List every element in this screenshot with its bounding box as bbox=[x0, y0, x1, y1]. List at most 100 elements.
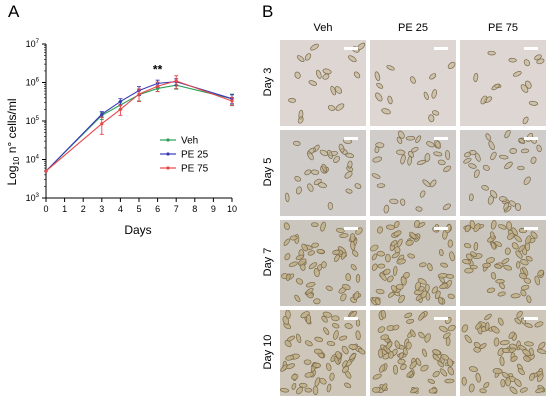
cell-shape bbox=[313, 267, 320, 278]
cell-shape bbox=[313, 178, 322, 186]
row-header: Day 5 bbox=[262, 157, 274, 187]
cell-shape bbox=[414, 281, 421, 291]
cell-shape bbox=[434, 139, 441, 149]
cell-shape bbox=[371, 173, 381, 179]
cell-shape bbox=[418, 331, 425, 339]
cell-shape bbox=[342, 283, 351, 291]
cell-shape bbox=[375, 142, 385, 149]
cell-shape bbox=[398, 294, 405, 304]
cell-shape bbox=[523, 277, 532, 284]
row-header: Day 10 bbox=[262, 334, 274, 370]
cell-shape bbox=[497, 317, 504, 326]
cell-shape bbox=[518, 138, 526, 144]
cell-shape bbox=[530, 231, 538, 239]
cell-shape bbox=[442, 203, 451, 211]
cell-shape bbox=[514, 235, 522, 243]
significance-marker: ** bbox=[153, 63, 163, 77]
cell-shape bbox=[438, 249, 444, 257]
x-tick-label: 9 bbox=[211, 204, 216, 214]
cell-shape bbox=[375, 288, 385, 295]
cell-shape bbox=[419, 262, 427, 268]
cell-shape bbox=[314, 336, 324, 343]
cell-shape bbox=[374, 71, 381, 82]
cell-shape bbox=[428, 114, 435, 123]
cell-shape bbox=[483, 381, 490, 389]
scale-bar bbox=[434, 47, 448, 50]
cell-shape bbox=[415, 206, 423, 212]
column-header: PE 75 bbox=[488, 22, 518, 34]
cell-shape bbox=[313, 348, 323, 355]
cell-shape bbox=[480, 95, 488, 105]
cell-shape bbox=[285, 355, 295, 361]
micrograph-image bbox=[370, 40, 456, 126]
cell-shape bbox=[327, 149, 333, 160]
cell-shape bbox=[536, 348, 546, 355]
cell-shape bbox=[305, 314, 312, 325]
legend: Veh PE 25 PE 75 bbox=[160, 136, 209, 175]
cell-shape bbox=[325, 285, 333, 291]
cell-shape bbox=[383, 268, 391, 275]
cells-illustration bbox=[370, 220, 455, 306]
cell-shape bbox=[341, 345, 349, 355]
cell-shape bbox=[424, 153, 431, 162]
cell-shape bbox=[530, 156, 537, 164]
y-tick-label: 107 bbox=[26, 39, 40, 49]
x-tick-label: 6 bbox=[155, 204, 160, 214]
cell-shape bbox=[321, 163, 328, 172]
cell-shape bbox=[410, 387, 419, 394]
cell-shape bbox=[489, 190, 498, 199]
cell-shape bbox=[439, 325, 448, 333]
cell-shape bbox=[517, 165, 525, 171]
cell-shape bbox=[490, 325, 500, 334]
cell-shape bbox=[490, 151, 497, 161]
x-tick-label: 4 bbox=[118, 204, 123, 214]
cell-shape bbox=[312, 362, 321, 368]
cell-shape bbox=[505, 377, 511, 387]
cell-shape bbox=[303, 359, 312, 365]
cell-shape bbox=[500, 378, 506, 388]
cell-shape bbox=[339, 233, 349, 239]
cell-shape bbox=[379, 364, 386, 373]
cell-shape bbox=[465, 253, 473, 261]
x-tick-label: 10 bbox=[227, 204, 237, 214]
cell-shape bbox=[516, 310, 523, 318]
cell-shape bbox=[323, 327, 330, 335]
cell-shape bbox=[310, 43, 319, 51]
cell-shape bbox=[447, 324, 456, 332]
x-tick-label: 8 bbox=[192, 204, 197, 214]
legend-marker bbox=[166, 166, 170, 170]
cell-shape bbox=[358, 348, 366, 355]
cell-shape bbox=[336, 227, 345, 234]
cell-shape bbox=[380, 310, 387, 319]
cell-shape bbox=[473, 169, 480, 179]
svg-text:Log10 n° cells/ml: Log10 n° cells/ml bbox=[5, 98, 21, 185]
scale-bar bbox=[524, 227, 538, 230]
cell-shape bbox=[434, 290, 441, 300]
cell-shape bbox=[297, 116, 304, 124]
cell-shape bbox=[511, 227, 518, 236]
cell-shape bbox=[437, 159, 446, 166]
cell-shape bbox=[284, 340, 292, 348]
x-tick-label: 0 bbox=[43, 204, 48, 214]
cell-shape bbox=[376, 183, 386, 188]
cell-shape bbox=[429, 179, 437, 188]
cell-shape bbox=[515, 250, 523, 259]
cell-shape bbox=[334, 254, 340, 262]
cell-shape bbox=[344, 382, 352, 389]
cell-shape bbox=[333, 355, 340, 365]
cell-shape bbox=[283, 238, 291, 246]
cell-shape bbox=[308, 80, 318, 86]
cell-shape bbox=[485, 133, 492, 141]
cell-shape bbox=[468, 366, 478, 372]
cell-shape bbox=[473, 223, 481, 232]
cell-shape bbox=[349, 233, 356, 242]
cell-shape bbox=[304, 387, 313, 393]
cell-shape bbox=[381, 383, 388, 391]
x-tick-label: 2 bbox=[81, 204, 86, 214]
cell-shape bbox=[485, 257, 495, 264]
micrograph-image bbox=[460, 40, 546, 126]
cell-shape bbox=[519, 272, 527, 280]
cell-shape bbox=[345, 273, 351, 282]
cell-shape bbox=[439, 368, 448, 377]
cell-shape bbox=[338, 143, 345, 153]
